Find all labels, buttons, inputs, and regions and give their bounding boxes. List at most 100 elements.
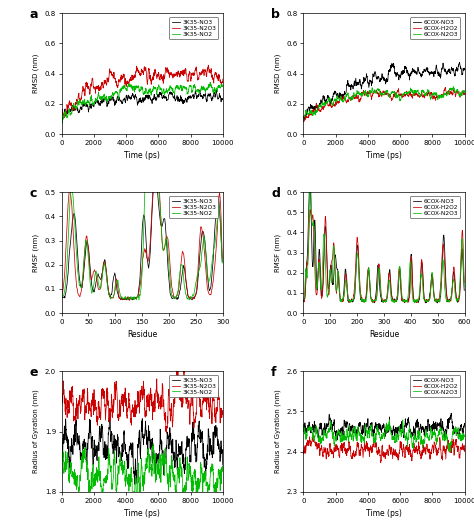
3K35-NO3 xyxy=(184,94,190,101)
6COX-NO3 xyxy=(434,300,440,306)
3K35-NO3 xyxy=(130,440,136,446)
6COX-H2O2 xyxy=(429,90,435,96)
6COX-H2O2 xyxy=(317,107,323,113)
Line: 3K35-NO3: 3K35-NO3 xyxy=(62,408,223,485)
6COX-N2O3 xyxy=(462,433,467,439)
6COX-NO3 xyxy=(426,70,432,77)
3K35-NO3 xyxy=(185,439,191,445)
6COX-NO3 xyxy=(396,283,401,289)
X-axis label: Time (ps): Time (ps) xyxy=(124,509,160,518)
3K35-NO2 xyxy=(205,277,211,284)
3K35-N2O3 xyxy=(220,76,226,83)
Text: e: e xyxy=(29,366,38,379)
6COX-H2O2 xyxy=(366,90,372,96)
Legend: 6COX-NO3, 6COX-H2O2, 6COX-N2O3: 6COX-NO3, 6COX-H2O2, 6COX-N2O3 xyxy=(410,17,460,39)
3K35-NO2 xyxy=(219,260,225,266)
6COX-N2O3 xyxy=(462,87,467,94)
6COX-H2O2 xyxy=(414,299,419,306)
6COX-NO3 xyxy=(307,174,313,180)
3K35-N2O3 xyxy=(205,288,211,295)
Y-axis label: RMSD (nm): RMSD (nm) xyxy=(274,54,281,93)
3K35-NO3 xyxy=(188,93,193,99)
6COX-H2O2 xyxy=(462,90,467,97)
6COX-NO3 xyxy=(366,426,372,433)
6COX-H2O2 xyxy=(378,460,383,466)
Line: 3K35-NO2: 3K35-NO2 xyxy=(62,155,222,300)
6COX-N2O3 xyxy=(374,296,379,302)
Legend: 3K35-NO3, 3K35-N2O3, 3K35-NO2: 3K35-NO3, 3K35-N2O3, 3K35-NO2 xyxy=(169,375,218,397)
3K35-NO3 xyxy=(155,198,161,205)
3K35-N2O3 xyxy=(158,220,164,226)
Line: 6COX-H2O2: 6COX-H2O2 xyxy=(303,436,465,463)
6COX-NO3 xyxy=(411,427,417,433)
Legend: 6COX-NO3, 6COX-H2O2, 6COX-N2O3: 6COX-NO3, 6COX-H2O2, 6COX-N2O3 xyxy=(410,375,460,397)
Line: 6COX-NO3: 6COX-NO3 xyxy=(303,177,464,303)
3K35-NO2 xyxy=(188,463,193,470)
6COX-N2O3 xyxy=(365,94,371,100)
3K35-N2O3 xyxy=(170,420,175,426)
3K35-NO2 xyxy=(59,293,65,299)
3K35-N2O3 xyxy=(188,75,193,81)
3K35-N2O3 xyxy=(59,293,64,299)
Y-axis label: RMSD (nm): RMSD (nm) xyxy=(33,54,39,93)
3K35-NO3 xyxy=(213,87,219,93)
3K35-N2O3 xyxy=(130,72,136,79)
3K35-N2O3 xyxy=(155,165,161,171)
3K35-NO3 xyxy=(59,443,64,449)
6COX-N2O3 xyxy=(372,438,377,444)
6COX-NO3 xyxy=(302,117,308,123)
6COX-N2O3 xyxy=(317,439,323,445)
6COX-NO3 xyxy=(461,287,467,294)
Text: c: c xyxy=(29,187,37,200)
X-axis label: Residue: Residue xyxy=(127,330,157,339)
6COX-H2O2 xyxy=(427,449,432,455)
Line: 3K35-N2O3: 3K35-N2O3 xyxy=(62,366,223,433)
3K35-NO3 xyxy=(132,481,138,488)
6COX-N2O3 xyxy=(342,283,348,289)
6COX-N2O3 xyxy=(412,300,418,306)
3K35-NO2 xyxy=(184,90,190,96)
6COX-NO3 xyxy=(301,297,306,304)
3K35-NO2 xyxy=(136,297,142,303)
6COX-H2O2 xyxy=(396,275,401,281)
3K35-NO3 xyxy=(155,193,161,199)
6COX-NO3 xyxy=(429,426,435,433)
3K35-NO2 xyxy=(99,505,105,511)
3K35-N2O3 xyxy=(75,93,81,99)
3K35-NO3 xyxy=(124,457,130,463)
3K35-N2O3 xyxy=(185,387,191,394)
3K35-NO3 xyxy=(152,172,158,178)
6COX-NO3 xyxy=(456,59,462,66)
3K35-NO3 xyxy=(220,96,226,102)
3K35-N2O3 xyxy=(219,255,225,261)
Legend: 3K35-NO3, 3K35-N2O3, 3K35-NO2: 3K35-NO3, 3K35-N2O3, 3K35-NO2 xyxy=(169,196,218,218)
6COX-N2O3 xyxy=(317,102,323,108)
3K35-N2O3 xyxy=(184,78,190,84)
3K35-N2O3 xyxy=(75,413,81,419)
3K35-N2O3 xyxy=(164,430,169,436)
6COX-H2O2 xyxy=(408,258,414,264)
6COX-H2O2 xyxy=(411,449,417,455)
Y-axis label: RMSF (nm): RMSF (nm) xyxy=(33,233,39,272)
3K35-NO3 xyxy=(170,91,175,97)
6COX-NO3 xyxy=(329,273,335,280)
Y-axis label: Radius of Gyration (nm): Radius of Gyration (nm) xyxy=(33,390,39,473)
3K35-NO2 xyxy=(195,270,201,277)
6COX-N2O3 xyxy=(365,428,371,435)
3K35-NO2 xyxy=(150,441,156,447)
3K35-NO3 xyxy=(188,452,193,459)
6COX-N2O3 xyxy=(447,449,453,455)
Line: 6COX-H2O2: 6COX-H2O2 xyxy=(303,209,464,303)
3K35-N2O3 xyxy=(124,412,129,418)
6COX-H2O2 xyxy=(301,298,306,304)
3K35-NO2 xyxy=(130,85,136,92)
3K35-NO2 xyxy=(124,87,129,93)
3K35-N2O3 xyxy=(59,398,64,404)
6COX-NO3 xyxy=(301,423,306,429)
6COX-NO3 xyxy=(408,251,414,258)
6COX-H2O2 xyxy=(429,442,435,448)
3K35-NO3 xyxy=(59,296,64,302)
3K35-NO3 xyxy=(75,436,81,442)
3K35-NO2 xyxy=(155,178,161,185)
6COX-N2O3 xyxy=(386,417,392,423)
